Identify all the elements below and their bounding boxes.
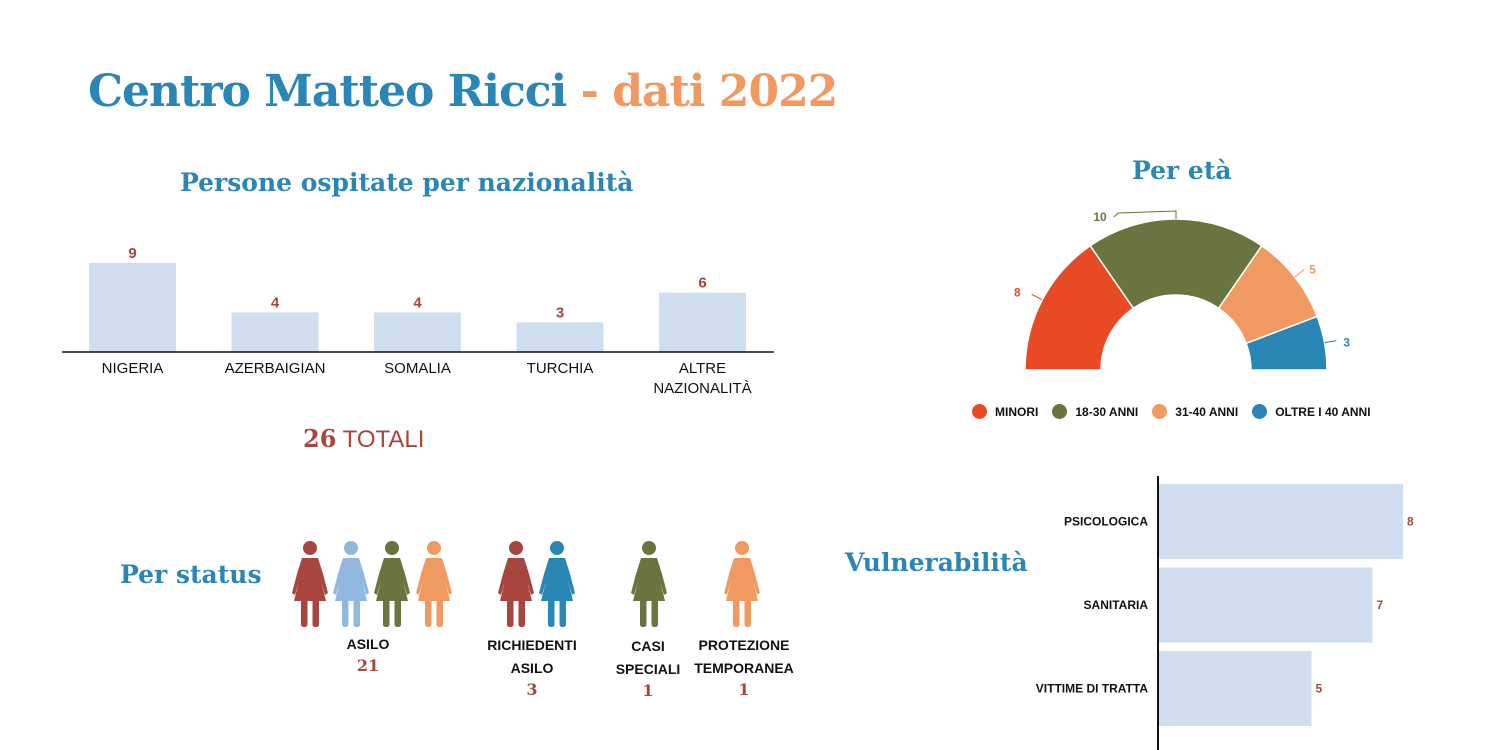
age-value-label: 3 — [1343, 336, 1350, 350]
legend-label: OLTRE I 40 ANNI — [1275, 404, 1371, 419]
nat-category-label: SOMALIA — [384, 360, 451, 377]
legend-item-18-30: 18-30 ANNI — [1052, 404, 1138, 419]
nat-bar — [516, 322, 604, 352]
status-label-line1: CASI — [631, 638, 665, 654]
vuln-value-label: 5 — [1316, 682, 1323, 696]
nat-value-label: 6 — [698, 275, 706, 292]
nationality-chart-title: Persone ospitate per nazionalità — [180, 168, 634, 197]
title-separator: - — [580, 66, 599, 117]
person-icon — [631, 541, 667, 627]
status-label-line2: TEMPORANEA — [694, 660, 794, 676]
person-icon — [539, 541, 575, 627]
age-leader-line — [1294, 269, 1305, 278]
nat-category-label: ALTRE — [679, 360, 726, 377]
nat-value-label: 9 — [128, 245, 136, 262]
person-icon — [333, 541, 369, 627]
vuln-value-label: 7 — [1377, 598, 1384, 612]
age-leader-line — [1324, 340, 1337, 344]
totals-number: 26 — [303, 424, 337, 453]
nat-category-label: NAZIONALITÀ — [653, 380, 751, 397]
nat-value-label: 3 — [556, 304, 564, 321]
status-group-protezione-temporanea: PROTEZIONE TEMPORANEA 1 — [684, 634, 804, 699]
legend-item-31-40: 31-40 ANNI — [1152, 404, 1238, 419]
status-label-line2: ASILO — [510, 660, 554, 676]
age-slice — [1089, 218, 1263, 310]
legend-swatch — [1152, 404, 1168, 419]
nat-category-label: TURCHIA — [527, 360, 594, 377]
nat-bar — [231, 312, 319, 352]
status-group-asilo: ASILO 21 — [318, 633, 418, 675]
person-icon — [374, 541, 410, 627]
person-icon — [292, 541, 328, 627]
age-leader-line — [1113, 210, 1177, 219]
status-count: 21 — [356, 656, 380, 675]
legend-label: MINORI — [995, 404, 1039, 419]
legend-swatch — [1252, 404, 1268, 419]
status-count: 1 — [642, 681, 654, 700]
vulnerability-bar-chart: PSICOLOGICA 8 SANITARIA 7 VITTIME DI TRATTA 5 — [1036, 476, 1414, 750]
vuln-category-label: PSICOLOGICA — [1064, 515, 1148, 529]
status-count: 1 — [738, 680, 750, 699]
status-group-richiedenti-asilo: RICHIEDENTI ASILO 3 — [482, 634, 582, 699]
nat-bar — [374, 312, 461, 352]
nat-category-label: AZERBAIGIAN — [225, 360, 326, 377]
person-icon — [498, 541, 534, 627]
nat-bar — [659, 292, 746, 352]
person-icon — [416, 541, 452, 627]
vuln-category-label: SANITARIA — [1084, 598, 1149, 612]
nat-value-label: 4 — [271, 294, 280, 311]
age-slice — [1245, 315, 1328, 371]
status-count: 3 — [526, 680, 538, 699]
totals-label: TOTALI — [342, 426, 425, 453]
page-title: Centro Matteo Ricci - dati 2022 — [88, 66, 838, 117]
status-label-line1: PROTEZIONE — [698, 637, 790, 653]
status-group-casi-speciali: CASI SPECIALI 1 — [598, 635, 698, 700]
totals-text: 26 TOTALI — [303, 424, 424, 454]
legend-swatch — [972, 404, 987, 419]
age-legend: MINORI 18-30 ANNI 31-40 ANNI OLTRE I 40 … — [972, 404, 1371, 419]
age-chart-title: Per età — [1132, 156, 1232, 185]
legend-swatch — [1052, 404, 1068, 419]
legend-label: 31-40 ANNI — [1175, 404, 1239, 419]
legend-item-over-40: OLTRE I 40 ANNI — [1252, 404, 1371, 419]
legend-item-minori: MINORI — [972, 404, 1038, 419]
vuln-bar — [1159, 567, 1373, 643]
vuln-bar — [1159, 484, 1403, 559]
age-value-label: 10 — [1093, 210, 1107, 224]
nat-category-label: NIGERIA — [102, 360, 164, 377]
vuln-category-label: VITTIME DI TRATTA — [1036, 682, 1149, 696]
vuln-value-label: 8 — [1407, 515, 1414, 529]
status-section-title: Per status — [120, 560, 262, 589]
nat-value-label: 4 — [413, 294, 422, 311]
age-value-label: 8 — [1014, 285, 1021, 299]
age-value-label: 5 — [1309, 262, 1316, 276]
age-leader-line — [1031, 293, 1043, 301]
status-label-line1: RICHIEDENTI — [487, 637, 577, 653]
status-label-line2: ASILO — [346, 636, 390, 652]
legend-label: 18-30 ANNI — [1075, 404, 1139, 419]
nationality-bar-chart: 9 NIGERIA 4 AZERBAIGIAN 4 SOMALIA 3 TURCHIA 6 ALT… — [62, 245, 774, 397]
title-year: dati 2022 — [612, 66, 838, 117]
person-icon — [724, 541, 760, 627]
nat-bar — [89, 263, 176, 352]
age-donut-chart: 8 10 5 3 — [1014, 210, 1350, 371]
vulnerability-chart-title: Vulnerabilità — [845, 548, 1028, 577]
status-label-line2: SPECIALI — [615, 661, 681, 677]
title-main: Centro Matteo Ricci — [88, 66, 567, 117]
vuln-bar — [1159, 651, 1312, 726]
